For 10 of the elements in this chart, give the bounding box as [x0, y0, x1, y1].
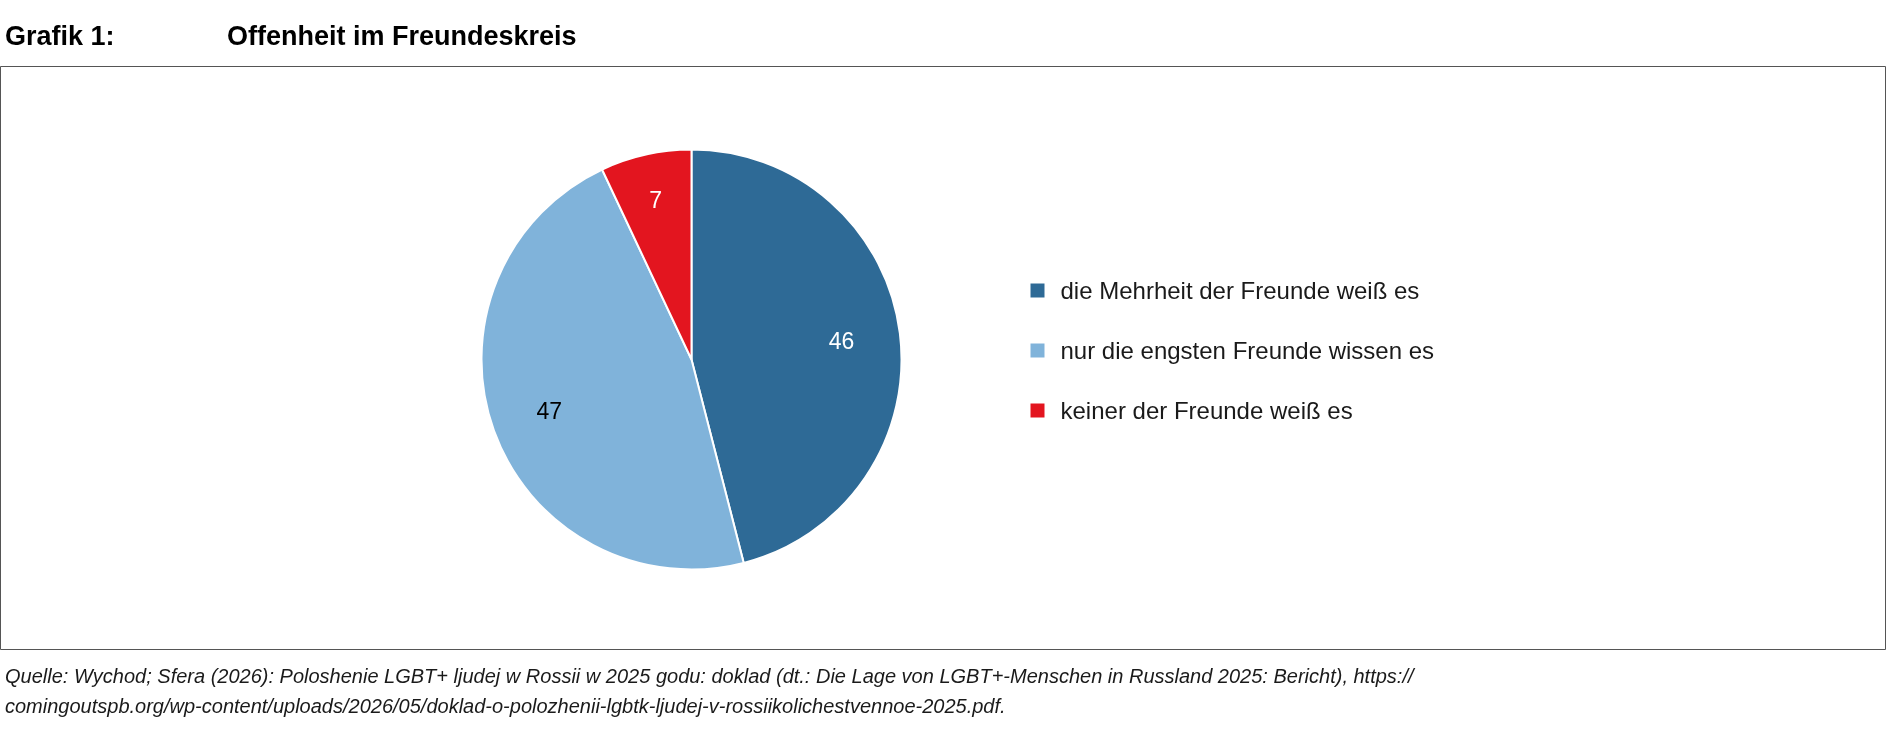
data-label: 47	[536, 398, 563, 425]
text: Grafik 1:	[5, 20, 116, 53]
legend-label: die Mehrheit der Freunde weiß es	[1060, 277, 1420, 304]
source-note: Quelle: Wychod; Sfera (2026): Poloshenie LGBT+ ljudej w Rossii w 2025 godu: doklad (dt.: Die Lage von LGBT+-Menschen in Russland 2025: Bericht), https://	[5, 665, 1414, 687]
data-label: 46	[828, 328, 855, 355]
legend-label: keiner der Freunde weiß es	[1060, 397, 1353, 424]
text: comingoutspb.org/wp-content/uploads/2026/05/doklad-o-polozhenii-lgbtk-ljudej-v-rossiikolichestvennoe-2025.pdf.	[5, 695, 1006, 717]
chart-title: Offenheit im Freundeskreis	[227, 21, 577, 51]
legend-label: nur die engsten Freunde wissen es	[1060, 337, 1435, 364]
data-label: 7	[649, 187, 663, 214]
